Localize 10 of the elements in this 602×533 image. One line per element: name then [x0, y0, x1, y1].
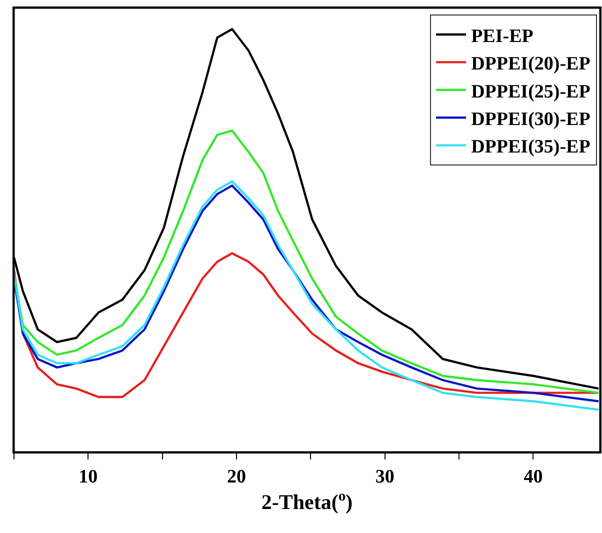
x-tick-label: 20: [227, 466, 246, 488]
legend-label: DPPEI(25)-EP: [471, 81, 591, 102]
x-tick-label: 40: [524, 466, 543, 488]
x-tick-label: 10: [78, 466, 98, 488]
legend-label: PEI-EP: [471, 26, 534, 47]
x-axis-title: 2-Theta($^{o}$): [261, 488, 353, 514]
legend-label: DPPEI(20)-EP: [471, 54, 591, 75]
legend-label: DPPEI(30)-EP: [471, 109, 591, 130]
x-tick-label: 30: [375, 466, 394, 488]
legend-label: DPPEI(35)-EP: [471, 136, 591, 158]
